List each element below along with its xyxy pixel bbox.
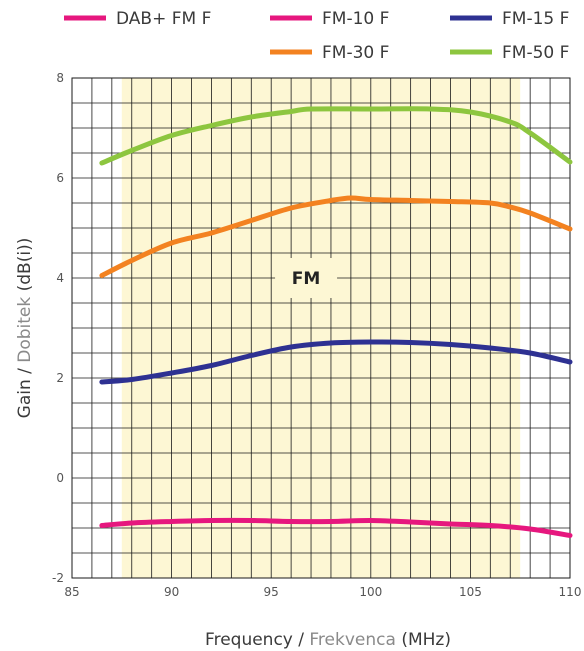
axis-label-part: Dobitek [15,297,35,363]
axis-label-part: (dB(i)) [15,238,35,297]
axis-label-part: Frequency / [205,630,309,650]
y-tick-label: 2 [56,371,64,385]
axis-label-part: Gain / [15,363,35,419]
fm-band-label: FM [292,269,321,289]
y-tick-label: 0 [56,471,64,485]
series-line-fm-30-f [99,195,573,278]
series-line-fm-10-f [99,517,573,538]
legend-label-fm-15-f: FM-15 F [502,9,569,29]
y-tick-label: -2 [52,571,64,585]
legend: DAB+ FM F FM-10 F FM-15 F FM-30 F FM-50 F [64,9,569,63]
series-line-fm-15-f [99,339,573,385]
x-tick-label: 105 [459,585,482,599]
series-line-fm-50-f [99,106,573,166]
legend-label-fm-30-f: FM-30 F [322,43,389,63]
x-tick-label: 110 [559,585,582,599]
y-tick-label: 4 [56,271,64,285]
legend-label-fm-50-f: FM-50 F [502,43,569,63]
axis-label-part: (MHz) [396,630,451,650]
axis-label-part: Frekvenca [309,630,396,650]
x-tick-label: 95 [264,585,279,599]
grid-layer [71,77,571,579]
x-tick-label: 100 [359,585,382,599]
x-tick-label: 90 [164,585,179,599]
series-layer [99,106,573,538]
y-tick-label: 6 [56,171,64,185]
y-axis-label: Gain / Dobitek (dB(i)) [15,238,35,419]
x-tick-label: 85 [64,585,79,599]
x-axis-label: Frequency / Frekvenca (MHz) [205,630,451,650]
y-tick-label: 8 [56,71,64,85]
legend-label-fm-10-f: FM-10 F [322,9,389,29]
plot-frame [71,77,571,579]
legend-label-dab-fm-f: DAB+ FM F [116,9,211,29]
fm-band-label-box [275,258,338,298]
tick-layer: 85 90 95 100 105 110 -2 0 2 4 6 8 [52,71,581,599]
